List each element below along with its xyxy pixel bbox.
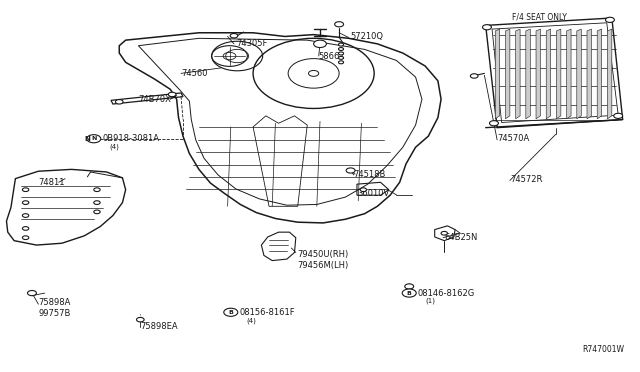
Text: (4): (4)	[109, 144, 120, 150]
Circle shape	[360, 188, 367, 192]
Text: 74560: 74560	[181, 69, 207, 78]
Circle shape	[22, 201, 29, 205]
Text: 08146-8162G: 08146-8162G	[417, 289, 475, 298]
Polygon shape	[506, 29, 510, 119]
Circle shape	[605, 17, 614, 22]
Text: 58661: 58661	[319, 52, 346, 61]
Text: (4): (4)	[246, 317, 257, 324]
Circle shape	[404, 284, 413, 289]
Polygon shape	[566, 29, 571, 119]
Circle shape	[115, 100, 123, 104]
Text: 74570A: 74570A	[497, 134, 529, 142]
Text: 99757B: 99757B	[38, 309, 71, 318]
Circle shape	[22, 236, 29, 240]
Text: B: B	[407, 291, 412, 296]
Circle shape	[483, 25, 492, 30]
Circle shape	[614, 113, 623, 118]
Polygon shape	[536, 29, 540, 119]
Text: 74518B: 74518B	[354, 170, 386, 179]
Circle shape	[402, 289, 416, 297]
Polygon shape	[607, 29, 612, 119]
Text: 36010V: 36010V	[357, 189, 389, 198]
Circle shape	[490, 121, 499, 126]
Circle shape	[225, 309, 234, 314]
Text: 75898A: 75898A	[38, 298, 71, 307]
Polygon shape	[526, 29, 531, 119]
Circle shape	[314, 40, 326, 48]
Circle shape	[441, 231, 447, 235]
Text: R747001W: R747001W	[582, 345, 625, 354]
Circle shape	[346, 168, 355, 173]
Circle shape	[22, 188, 29, 192]
Text: F/4 SEAT ONLY: F/4 SEAT ONLY	[513, 13, 567, 22]
Text: B: B	[228, 310, 233, 315]
Polygon shape	[556, 29, 561, 119]
Polygon shape	[516, 29, 520, 119]
Text: 79450U(RH): 79450U(RH)	[298, 250, 349, 259]
Text: N: N	[84, 136, 90, 142]
Circle shape	[22, 214, 29, 217]
Polygon shape	[597, 29, 602, 119]
Text: 0B918-3081A: 0B918-3081A	[102, 134, 159, 143]
Circle shape	[339, 43, 344, 46]
Polygon shape	[546, 29, 550, 119]
Polygon shape	[587, 29, 591, 119]
Circle shape	[224, 308, 238, 316]
Text: 74B70X: 74B70X	[138, 95, 172, 104]
Text: 75898EA: 75898EA	[140, 322, 178, 331]
Circle shape	[28, 291, 36, 296]
Circle shape	[94, 210, 100, 214]
Text: 74305F: 74305F	[236, 39, 268, 48]
Circle shape	[470, 74, 478, 78]
Circle shape	[339, 57, 344, 60]
Text: 79456M(LH): 79456M(LH)	[298, 261, 349, 270]
Circle shape	[89, 136, 99, 142]
Circle shape	[339, 48, 344, 51]
Circle shape	[230, 33, 238, 38]
Circle shape	[94, 201, 100, 205]
Text: N: N	[91, 136, 97, 141]
Text: 74811: 74811	[38, 178, 65, 187]
Circle shape	[168, 92, 176, 97]
Polygon shape	[577, 29, 581, 119]
Circle shape	[335, 22, 344, 27]
Circle shape	[136, 317, 144, 322]
Text: 74572R: 74572R	[510, 175, 542, 184]
Circle shape	[339, 52, 344, 55]
Circle shape	[308, 70, 319, 76]
Text: 57210Q: 57210Q	[350, 32, 383, 41]
Circle shape	[94, 188, 100, 192]
Text: 64B25N: 64B25N	[444, 233, 477, 242]
Text: (1): (1)	[425, 298, 435, 304]
Circle shape	[87, 135, 100, 143]
Circle shape	[22, 227, 29, 230]
Text: 08156-8161F: 08156-8161F	[239, 308, 294, 317]
Polygon shape	[495, 29, 500, 119]
Circle shape	[339, 61, 344, 64]
